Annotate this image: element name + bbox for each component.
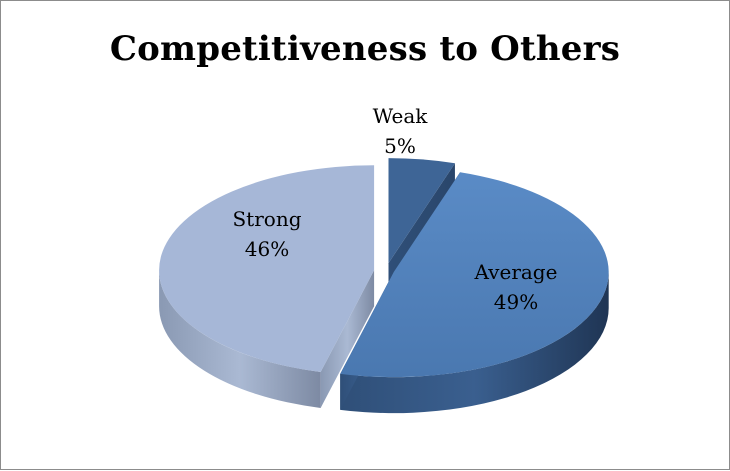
pie-slice-side-strong (159, 270, 375, 408)
slice-label-weak: Weak (373, 104, 429, 128)
slice-value-weak: 5% (384, 134, 416, 158)
slice-value-average: 49% (494, 290, 538, 314)
slice-label-average: Average (474, 260, 558, 284)
pie-slice-weak (388, 158, 455, 264)
slice-value-strong: 46% (245, 237, 289, 261)
slice-label-strong: Strong (232, 207, 301, 231)
pie-slice-strong (159, 165, 375, 372)
chart-title: Competitiveness to Others (109, 29, 621, 69)
pie-slice-average (340, 172, 609, 378)
